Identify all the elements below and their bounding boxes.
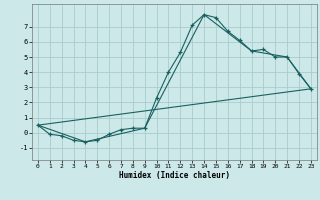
X-axis label: Humidex (Indice chaleur): Humidex (Indice chaleur) — [119, 171, 230, 180]
